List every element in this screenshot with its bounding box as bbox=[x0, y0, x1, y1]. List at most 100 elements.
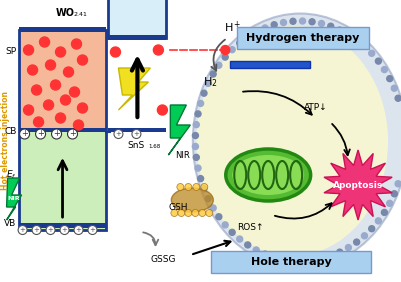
Circle shape bbox=[171, 210, 178, 217]
Circle shape bbox=[369, 226, 375, 232]
Circle shape bbox=[221, 45, 230, 54]
Circle shape bbox=[262, 251, 268, 257]
Circle shape bbox=[198, 100, 204, 106]
Text: +: + bbox=[21, 129, 28, 138]
Text: GSH: GSH bbox=[168, 202, 188, 212]
Circle shape bbox=[44, 100, 54, 110]
Circle shape bbox=[77, 103, 87, 113]
Bar bbox=[18, 223, 106, 228]
Text: NIR: NIR bbox=[175, 151, 190, 160]
Circle shape bbox=[24, 45, 34, 55]
Circle shape bbox=[51, 80, 61, 90]
Circle shape bbox=[177, 184, 184, 191]
Circle shape bbox=[210, 205, 216, 211]
Circle shape bbox=[205, 196, 211, 202]
Circle shape bbox=[237, 236, 243, 242]
Bar bbox=[108, 128, 166, 132]
Circle shape bbox=[328, 253, 334, 259]
Text: +: + bbox=[69, 129, 76, 138]
Circle shape bbox=[193, 154, 199, 160]
Polygon shape bbox=[6, 178, 22, 220]
Circle shape bbox=[309, 19, 315, 25]
Circle shape bbox=[157, 105, 167, 115]
Circle shape bbox=[63, 67, 73, 77]
Circle shape bbox=[114, 129, 123, 138]
Text: Hot electrons injection: Hot electrons injection bbox=[1, 91, 10, 191]
Text: SP: SP bbox=[6, 47, 16, 56]
Circle shape bbox=[381, 67, 387, 72]
Circle shape bbox=[32, 226, 41, 235]
Circle shape bbox=[192, 133, 198, 138]
Circle shape bbox=[69, 87, 79, 97]
Circle shape bbox=[281, 19, 287, 25]
Polygon shape bbox=[168, 105, 190, 155]
Circle shape bbox=[328, 23, 334, 29]
Polygon shape bbox=[324, 150, 392, 220]
Text: ATP↓: ATP↓ bbox=[304, 103, 328, 113]
Circle shape bbox=[387, 200, 393, 206]
Circle shape bbox=[375, 218, 381, 224]
Text: SnS: SnS bbox=[128, 140, 145, 149]
Circle shape bbox=[387, 76, 393, 82]
Text: WO: WO bbox=[56, 8, 75, 18]
Circle shape bbox=[290, 258, 296, 264]
Circle shape bbox=[361, 43, 367, 49]
Circle shape bbox=[24, 105, 34, 115]
Circle shape bbox=[337, 27, 343, 33]
Circle shape bbox=[222, 222, 228, 228]
Circle shape bbox=[46, 226, 55, 235]
Text: ROS↑: ROS↑ bbox=[237, 222, 263, 232]
Text: +: + bbox=[20, 227, 26, 233]
Circle shape bbox=[88, 226, 97, 235]
Ellipse shape bbox=[226, 149, 311, 201]
Circle shape bbox=[28, 65, 38, 75]
Circle shape bbox=[67, 129, 77, 139]
Circle shape bbox=[40, 37, 50, 47]
Circle shape bbox=[193, 184, 200, 191]
Circle shape bbox=[318, 255, 324, 261]
Circle shape bbox=[391, 191, 397, 197]
Circle shape bbox=[245, 242, 251, 248]
Circle shape bbox=[201, 186, 207, 192]
Circle shape bbox=[253, 247, 259, 253]
Text: Apoptosis: Apoptosis bbox=[333, 180, 383, 190]
Circle shape bbox=[32, 85, 42, 95]
Text: VB: VB bbox=[4, 219, 16, 228]
Text: GSSG: GSSG bbox=[151, 255, 176, 265]
Circle shape bbox=[318, 21, 324, 27]
Circle shape bbox=[195, 165, 201, 171]
Circle shape bbox=[132, 129, 141, 138]
Text: +: + bbox=[53, 129, 60, 138]
Circle shape bbox=[361, 233, 367, 239]
Ellipse shape bbox=[193, 14, 401, 268]
Text: Hydrogen therapy: Hydrogen therapy bbox=[247, 33, 360, 43]
Bar bbox=[18, 128, 106, 132]
Circle shape bbox=[395, 181, 401, 187]
Circle shape bbox=[20, 129, 30, 139]
Text: 2.41: 2.41 bbox=[73, 12, 87, 17]
Text: H$^+$: H$^+$ bbox=[225, 19, 242, 35]
Circle shape bbox=[354, 37, 360, 43]
Circle shape bbox=[52, 129, 61, 139]
Circle shape bbox=[56, 47, 65, 57]
Circle shape bbox=[192, 144, 198, 149]
Ellipse shape bbox=[171, 188, 213, 212]
Ellipse shape bbox=[232, 155, 304, 195]
Circle shape bbox=[201, 90, 207, 96]
FancyBboxPatch shape bbox=[211, 251, 371, 273]
Circle shape bbox=[60, 226, 69, 235]
Circle shape bbox=[154, 45, 163, 55]
Text: Hole therapy: Hole therapy bbox=[251, 257, 332, 267]
Circle shape bbox=[381, 210, 387, 215]
Bar bbox=[230, 61, 310, 68]
Circle shape bbox=[271, 254, 277, 260]
Circle shape bbox=[18, 226, 27, 235]
Circle shape bbox=[71, 39, 81, 49]
Circle shape bbox=[178, 210, 185, 217]
Circle shape bbox=[391, 85, 397, 91]
Circle shape bbox=[199, 210, 206, 217]
Circle shape bbox=[73, 120, 83, 130]
Circle shape bbox=[216, 214, 222, 220]
Circle shape bbox=[395, 95, 401, 101]
Circle shape bbox=[34, 117, 44, 127]
